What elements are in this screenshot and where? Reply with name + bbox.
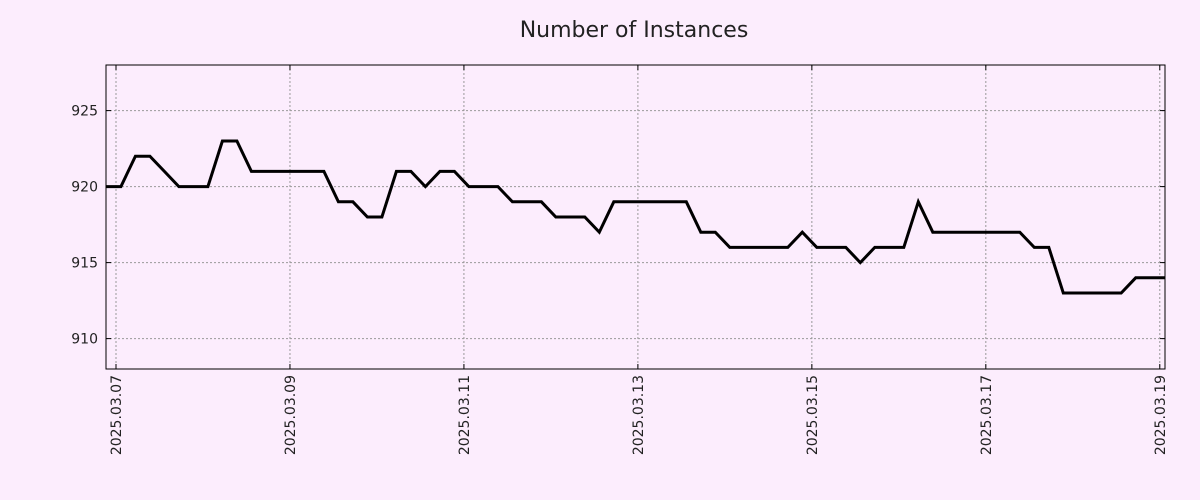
data-point — [801, 231, 803, 233]
data-point — [337, 201, 339, 203]
data-point — [642, 201, 644, 203]
data-point — [671, 201, 673, 203]
data-point — [555, 216, 557, 218]
data-point — [975, 231, 977, 233]
data-point — [294, 170, 296, 172]
y-tick-label: 925 — [71, 104, 98, 120]
data-point — [613, 201, 615, 203]
x-tick-label: 2025.03.17 — [979, 375, 995, 455]
data-point — [482, 186, 484, 188]
chart-title: Number of Instances — [520, 18, 749, 43]
data-point — [120, 186, 122, 188]
data-point — [1033, 246, 1035, 248]
data-point — [1004, 231, 1006, 233]
data-point — [714, 231, 716, 233]
data-point — [381, 216, 383, 218]
data-point — [526, 201, 528, 203]
data-point — [700, 231, 702, 233]
data-point — [511, 201, 513, 203]
data-point — [758, 246, 760, 248]
data-point — [888, 246, 890, 248]
data-point — [830, 246, 832, 248]
data-point — [395, 170, 397, 172]
data-point — [1062, 292, 1064, 294]
y-tick-label: 920 — [71, 180, 98, 196]
ticks: 910 915 920 925 2025.03.07 2025.03.09 2025.03.… — [71, 65, 1169, 455]
data-point — [308, 170, 310, 172]
data-point — [134, 155, 136, 157]
x-tick-label: 2025.03.07 — [109, 375, 125, 455]
x-tick-label: 2025.03.09 — [283, 375, 299, 455]
data-point — [163, 170, 165, 172]
data-point — [439, 170, 441, 172]
data-point — [917, 201, 919, 203]
x-tick-label: 2025.03.15 — [805, 375, 821, 455]
data-point — [656, 201, 658, 203]
data-point — [584, 216, 586, 218]
data-point — [1091, 292, 1093, 294]
plot-frame — [105, 64, 1166, 370]
data-point — [366, 216, 368, 218]
grid — [106, 65, 1165, 369]
data-point — [410, 170, 412, 172]
data-point — [1120, 292, 1122, 294]
data-point — [207, 186, 209, 188]
data-point — [729, 246, 731, 248]
data-point — [627, 201, 629, 203]
data-point — [468, 186, 470, 188]
data-point — [990, 231, 992, 233]
data-point — [424, 186, 426, 188]
data-point — [497, 186, 499, 188]
series-points — [105, 140, 1166, 294]
x-tick-label: 2025.03.19 — [1153, 375, 1169, 455]
data-point — [279, 170, 281, 172]
data-point — [932, 231, 934, 233]
data-point — [743, 246, 745, 248]
data-point — [816, 246, 818, 248]
data-point — [874, 246, 876, 248]
data-point — [192, 186, 194, 188]
data-point — [1106, 292, 1108, 294]
data-point — [961, 231, 963, 233]
x-tick-label: 2025.03.11 — [457, 375, 473, 455]
data-point — [265, 170, 267, 172]
data-point — [859, 262, 861, 264]
data-point — [1135, 277, 1137, 279]
data-point — [250, 170, 252, 172]
data-point — [598, 231, 600, 233]
series-line — [106, 139, 1165, 295]
data-point — [787, 246, 789, 248]
data-point — [352, 201, 354, 203]
data-point — [149, 155, 151, 157]
data-point — [1019, 231, 1021, 233]
data-point — [845, 246, 847, 248]
data-point — [453, 170, 455, 172]
data-point — [1048, 246, 1050, 248]
data-point — [323, 170, 325, 172]
data-point — [685, 201, 687, 203]
data-point — [540, 201, 542, 203]
data-point — [772, 246, 774, 248]
data-point — [1149, 277, 1151, 279]
y-tick-label: 915 — [71, 256, 98, 272]
x-tick-label: 2025.03.13 — [631, 375, 647, 455]
data-point — [236, 140, 238, 142]
data-point — [946, 231, 948, 233]
data-point — [178, 186, 180, 188]
y-tick-label: 910 — [71, 332, 98, 348]
data-point — [903, 246, 905, 248]
data-point — [1077, 292, 1079, 294]
data-point — [221, 140, 223, 142]
data-point — [569, 216, 571, 218]
